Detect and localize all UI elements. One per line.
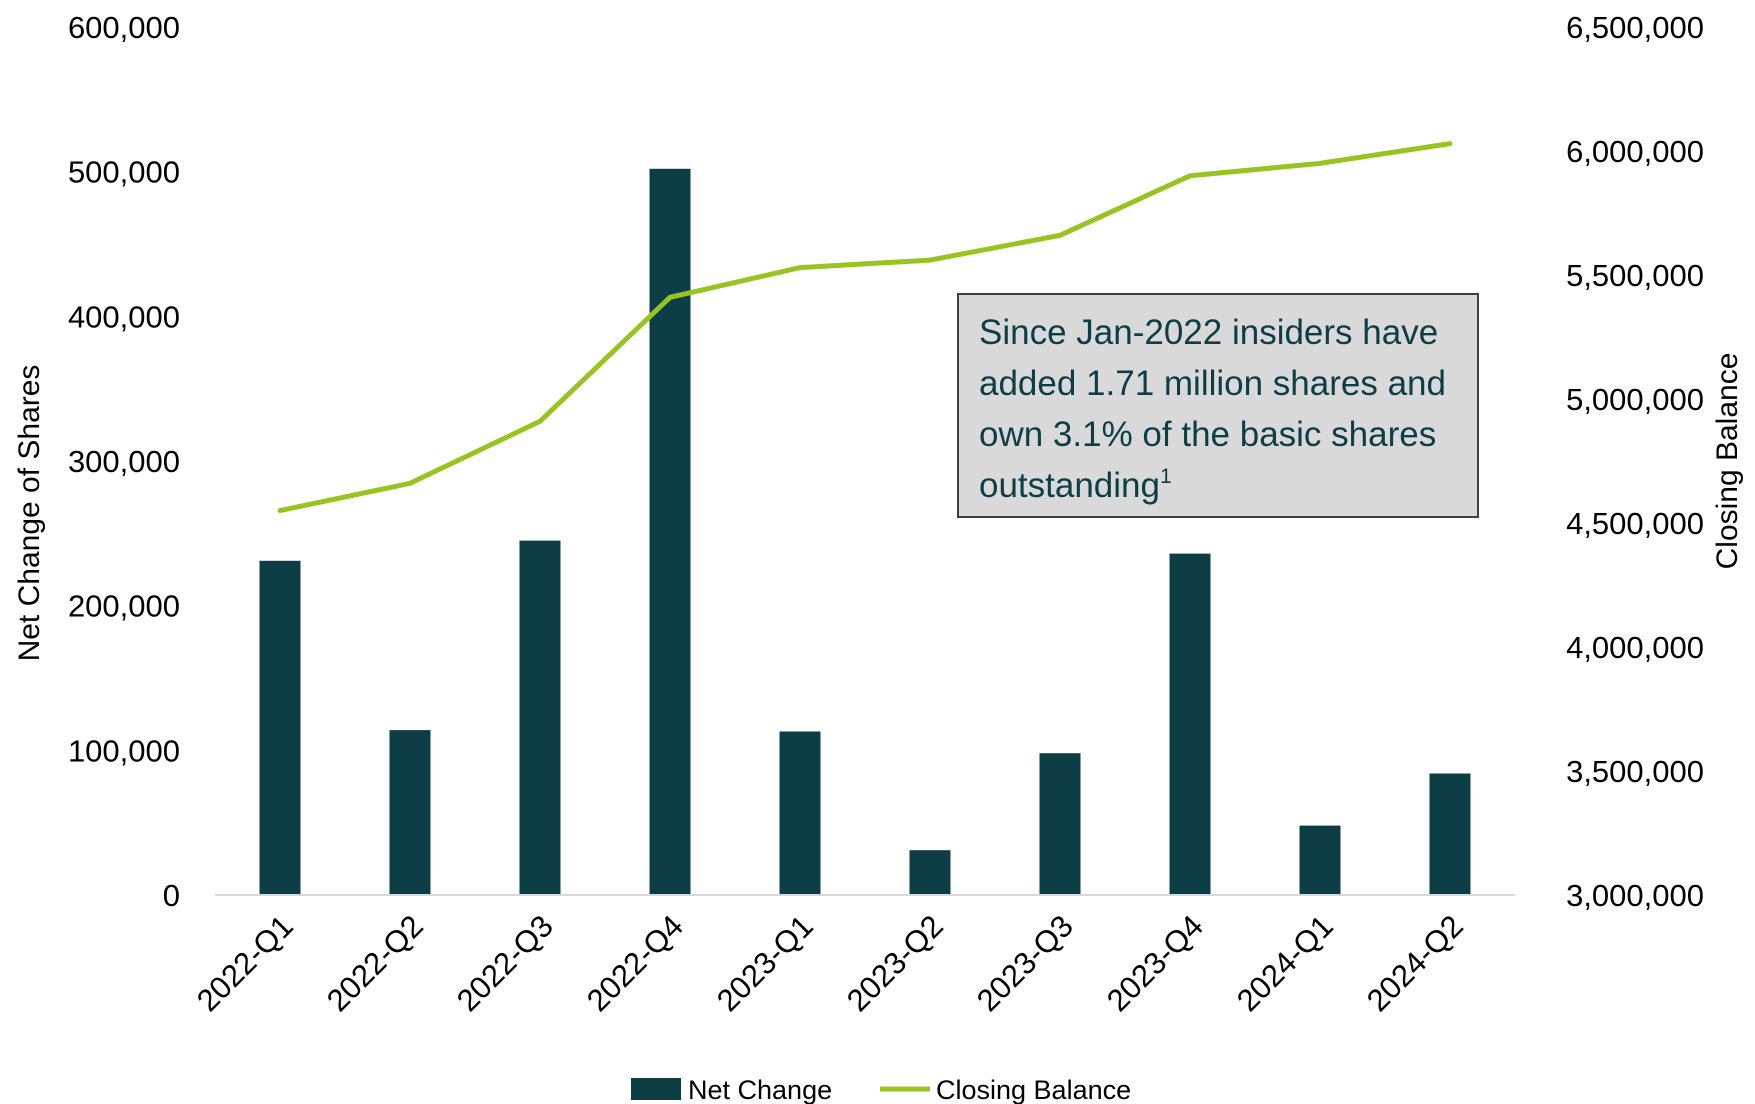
y-axis-title: Net Change of Shares xyxy=(13,365,46,662)
bar-2022-Q2 xyxy=(389,730,431,895)
bar-2024-Q1 xyxy=(1299,825,1341,895)
x-axis-ticks: 2022-Q1 2022-Q2 2022-Q3 2022-Q4 2023-Q1 2023-… xyxy=(190,908,1470,1018)
legend-label-closing-balance: Closing Balance xyxy=(936,1075,1131,1104)
y2-tick-label: 6,500,000 xyxy=(1566,10,1704,45)
y-tick-label: 0 xyxy=(163,878,180,913)
closing-balance-line-layer xyxy=(277,141,1453,514)
y2-tick-label: 5,000,000 xyxy=(1566,382,1704,417)
bar-2022-Q4 xyxy=(649,168,691,896)
x-tick-label: 2024-Q2 xyxy=(1360,908,1470,1018)
x-tick-label: 2022-Q3 xyxy=(450,908,560,1018)
annotation-footnote: 1 xyxy=(1159,465,1172,488)
x-tick-label: 2023-Q1 xyxy=(710,908,820,1018)
net-change-bars xyxy=(259,168,1471,896)
x-tick-label: 2023-Q2 xyxy=(840,908,950,1018)
y2-tick-label: 5,500,000 xyxy=(1566,258,1704,293)
y2-tick-label: 4,500,000 xyxy=(1566,506,1704,541)
y-tick-label: 100,000 xyxy=(68,733,180,768)
y2-tick-label: 4,000,000 xyxy=(1566,630,1704,665)
closing-balance-line xyxy=(277,141,1453,514)
y-tick-label: 400,000 xyxy=(68,299,180,334)
x-tick-label: 2024-Q1 xyxy=(1230,908,1340,1018)
annotation-callout: Since Jan-2022 insiders have added 1.71 … xyxy=(957,293,1479,518)
right-axis-ticks: 3,000,000 3,500,000 4,000,000 4,500,000 5,00… xyxy=(1566,10,1704,913)
y2-tick-label: 3,000,000 xyxy=(1566,878,1704,913)
bar-2023-Q2 xyxy=(909,850,951,895)
bar-2023-Q1 xyxy=(779,731,821,895)
y2-tick-label: 3,500,000 xyxy=(1566,754,1704,789)
annotation-text: Since Jan-2022 insiders have added 1.71 … xyxy=(979,313,1446,505)
x-tick-label: 2022-Q1 xyxy=(190,908,300,1018)
bar-2023-Q3 xyxy=(1039,753,1081,895)
y-tick-label: 600,000 xyxy=(68,10,180,45)
legend: Net Change Closing Balance xyxy=(631,1075,1131,1104)
bar-2022-Q1 xyxy=(259,560,301,895)
bar-2024-Q2 xyxy=(1429,773,1471,895)
y2-tick-label: 6,000,000 xyxy=(1566,134,1704,169)
legend-swatch-net-change xyxy=(631,1078,681,1100)
y-tick-label: 300,000 xyxy=(68,444,180,479)
y2-axis-title: Closing Balance xyxy=(1711,353,1744,570)
x-tick-label: 2023-Q4 xyxy=(1100,908,1210,1018)
x-tick-label: 2022-Q2 xyxy=(320,908,430,1018)
x-tick-label: 2023-Q3 xyxy=(970,908,1080,1018)
y-tick-label: 200,000 xyxy=(68,589,180,624)
y-tick-label: 500,000 xyxy=(68,155,180,190)
bar-2022-Q3 xyxy=(519,540,561,895)
legend-label-net-change: Net Change xyxy=(688,1075,832,1104)
bar-2023-Q4 xyxy=(1169,553,1211,895)
left-axis-ticks: 0 100,000 200,000 300,000 400,000 500,000 600,… xyxy=(68,10,180,913)
x-tick-label: 2022-Q4 xyxy=(580,908,690,1018)
